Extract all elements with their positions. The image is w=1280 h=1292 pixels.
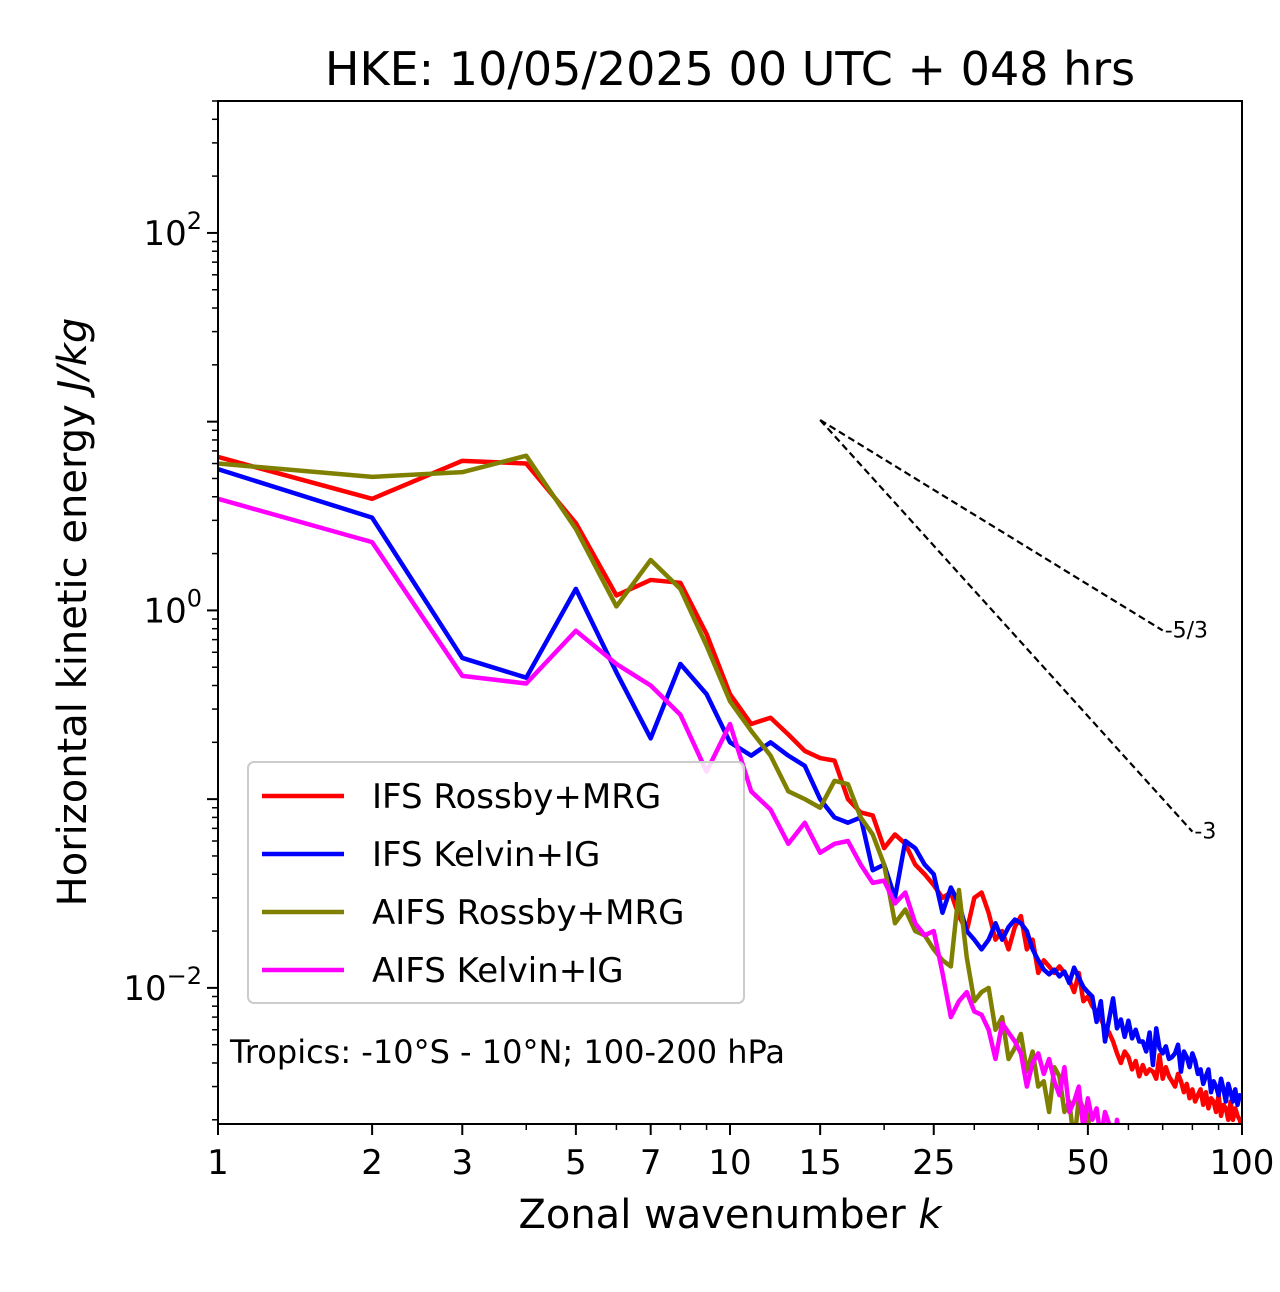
x-tick-label: 3 [451, 1143, 473, 1183]
reference-slope-label-1: -5/3 [1165, 618, 1208, 643]
x-axis-label: Zonal wavenumber k [518, 1192, 943, 1238]
x-tick-label: 2 [361, 1143, 383, 1183]
reference-slope-line-2 [819, 419, 1194, 833]
legend-label-aifs-kelvin-ig: AIFS Kelvin+IG [372, 951, 624, 991]
legend-label-ifs-kelvin-ig: IFS Kelvin+IG [372, 835, 600, 875]
legend-label-ifs-rossby-mrg: IFS Rossby+MRG [372, 777, 661, 817]
x-tick-label: 25 [912, 1143, 955, 1183]
x-axis-label-text: Zonal wavenumber [518, 1192, 906, 1238]
y-axis-label-text: Horizontal kinetic energy [50, 404, 96, 906]
x-tick-label: 5 [565, 1143, 587, 1183]
x-tick-label: 7 [640, 1143, 662, 1183]
legend-label-aifs-rossby-mrg: AIFS Rossby+MRG [372, 893, 684, 933]
series-line-aifs-kelvin-ig [218, 496, 1120, 1124]
x-tick-label: 50 [1066, 1143, 1109, 1183]
x-tick-label: 100 [1210, 1143, 1275, 1183]
reference-slope-line-1 [819, 419, 1164, 632]
plot-frame [217, 100, 1243, 1125]
y-axis-label: Horizontal kinetic energy J/kg [50, 318, 96, 907]
reference-slope-label-2: -3 [1194, 820, 1216, 845]
y-tick-label: 100 [143, 584, 202, 631]
y-tick-label: 10−2 [123, 962, 202, 1009]
chart-title: HKE: 10/05/2025 00 UTC + 048 hrs [325, 42, 1135, 96]
y-tick-label: 102 [143, 207, 202, 254]
series-line-ifs-kelvin-ig [218, 467, 1242, 1108]
x-axis-label-var: k [918, 1192, 943, 1238]
region-annotation: Tropics: -10°S - 10°N; 100-200 hPa [229, 1033, 785, 1071]
x-tick-label: 1 [207, 1143, 229, 1183]
y-axis-label-unit: J/kg [50, 318, 96, 399]
legend-box [247, 761, 745, 1004]
x-tick-label: 10 [708, 1143, 751, 1183]
legend: IFS Rossby+MRG IFS Kelvin+IG AIFS Rossby+M… [247, 761, 745, 1004]
x-tick-label: 15 [799, 1143, 842, 1183]
